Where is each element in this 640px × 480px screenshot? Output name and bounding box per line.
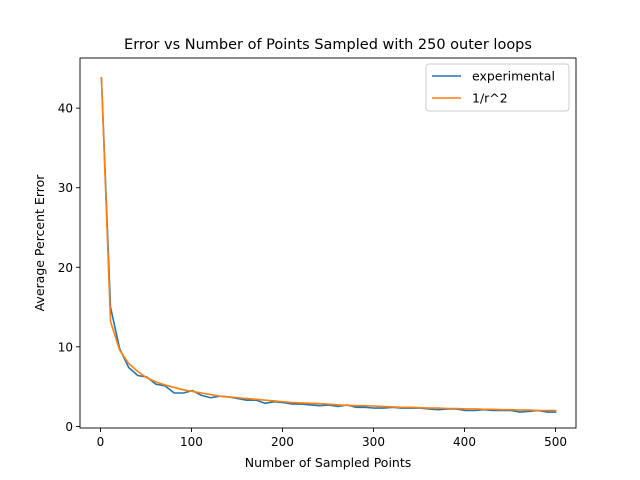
x-tick-label: 400 (453, 435, 476, 449)
y-tick-label: 40 (58, 102, 73, 116)
x-tick-label: 300 (362, 435, 385, 449)
legend: experimental 1/r^2 (425, 63, 570, 112)
legend-label-inverse-r-squared: 1/r^2 (472, 91, 508, 106)
y-tick-label: 10 (58, 340, 73, 354)
tick-layer: 0 100 200 300 400 500 0 10 20 30 40 (58, 102, 567, 449)
x-tick-label: 100 (180, 435, 203, 449)
chart-title: Error vs Number of Points Sampled with 2… (124, 37, 532, 53)
legend-label-experimental: experimental (472, 69, 555, 84)
x-tick-label: 500 (544, 435, 567, 449)
y-tick-label: 0 (65, 420, 73, 434)
x-axis-label: Number of Sampled Points (245, 455, 412, 470)
legend-box (425, 63, 570, 112)
series-line-inverse-r-squared (100, 77, 557, 412)
y-axis-label: Average Percent Error (32, 174, 47, 312)
x-tick-label: 0 (97, 435, 105, 449)
plot-frame (79, 57, 577, 429)
y-tick-label: 20 (58, 261, 73, 275)
series-layer (100, 77, 557, 413)
y-tick-label: 30 (58, 181, 73, 195)
x-tick-label: 200 (271, 435, 294, 449)
